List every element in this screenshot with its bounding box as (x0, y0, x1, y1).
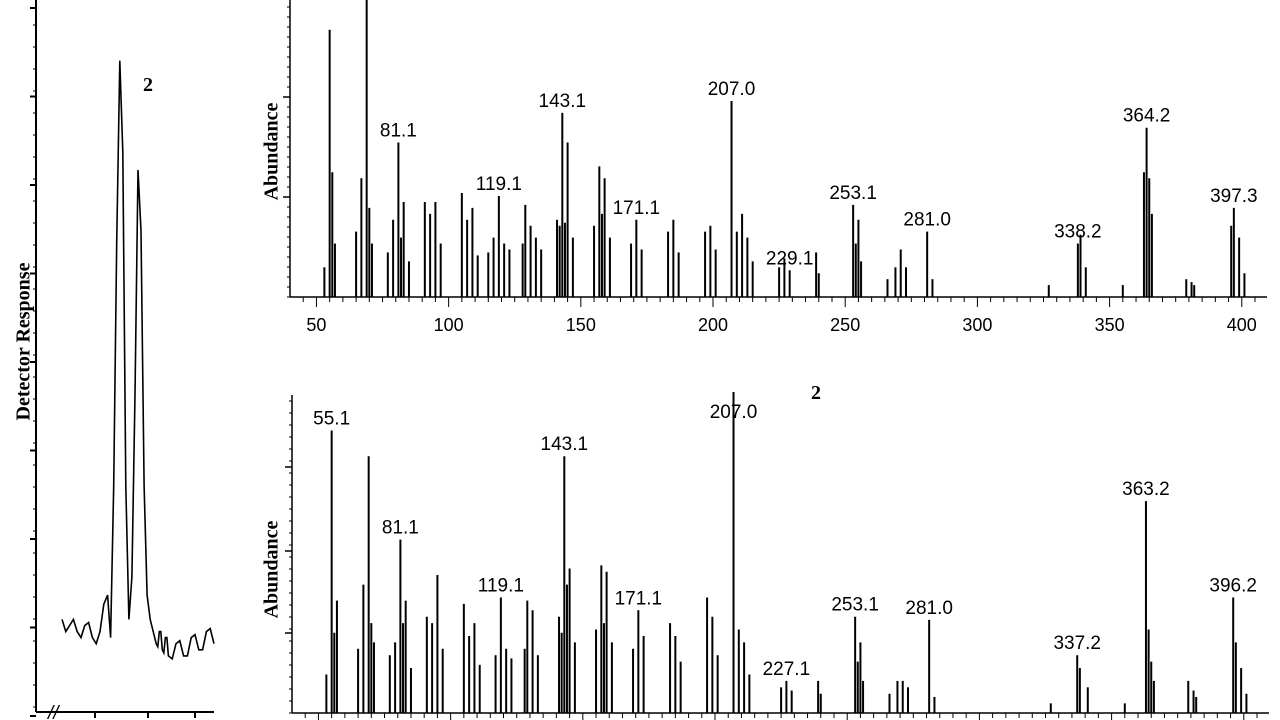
spectrum-1-x-tick-label: 300 (962, 315, 992, 335)
chromatogram-break-mark: // (46, 703, 60, 720)
spectrum-1-peak-label: 338.2 (1054, 222, 1102, 243)
spectrum-2-peak-label: 55.1 (313, 409, 350, 430)
spectrum-1-x-tick-label: 100 (434, 315, 464, 335)
spectrum-2-peak-label: 253.1 (831, 595, 879, 616)
spectrum-1-peak-label: 397.3 (1210, 186, 1258, 207)
spectrum-1-peak-label: 81.1 (380, 121, 417, 142)
spectrum-1-peak-label: 171.1 (613, 198, 661, 219)
spectrum-1-peak-label: 119.1 (476, 174, 522, 195)
spectrum-1-x-tick-label: 250 (830, 315, 860, 335)
spectrum-2-peak-label: 207.0 (710, 402, 758, 423)
chromatogram-trace (61, 60, 215, 661)
spectrum-2-peak-label: 143.1 (541, 434, 589, 455)
spectrum-1-x-tick-label: 200 (698, 315, 728, 335)
spectrum-2-peak-label: 363.2 (1122, 479, 1170, 500)
spectrum-2-peak-label: 337.2 (1053, 633, 1101, 654)
spectrum-2-peak-label: 281.0 (905, 598, 953, 619)
chromatogram-peak-marker: 2 (143, 74, 153, 96)
spectrum-1-peak-label: 364.2 (1123, 106, 1171, 127)
spectrum-1-peak-label: 229.1 (766, 248, 814, 269)
spectrum-2-peak-label: 171.1 (615, 588, 663, 609)
spectrum-2-peak-label: 119.1 (478, 575, 524, 596)
spectrum-1-peak-label: 207.0 (708, 79, 756, 100)
spectrum-2-peak-label: 227.1 (763, 659, 811, 680)
spectrum-1-peak-label: 281.0 (903, 210, 951, 231)
spectrum-2-peak-label: 81.1 (382, 518, 419, 539)
spectrum-1-peak-label: 253.1 (829, 183, 877, 204)
bottom-spectrum-title: 2 (811, 382, 821, 404)
spectrum-1-x-tick-label: 400 (1227, 315, 1257, 335)
spectrum-1-peak-label: 143.1 (539, 91, 587, 112)
spectrum-1-x-tick-label: 150 (566, 315, 596, 335)
spectrum-2-peak-label: 396.2 (1209, 575, 1257, 596)
spectrum-1-x-tick-label: 350 (1095, 315, 1125, 335)
spectrum-1-x-tick-label: 50 (306, 315, 326, 335)
